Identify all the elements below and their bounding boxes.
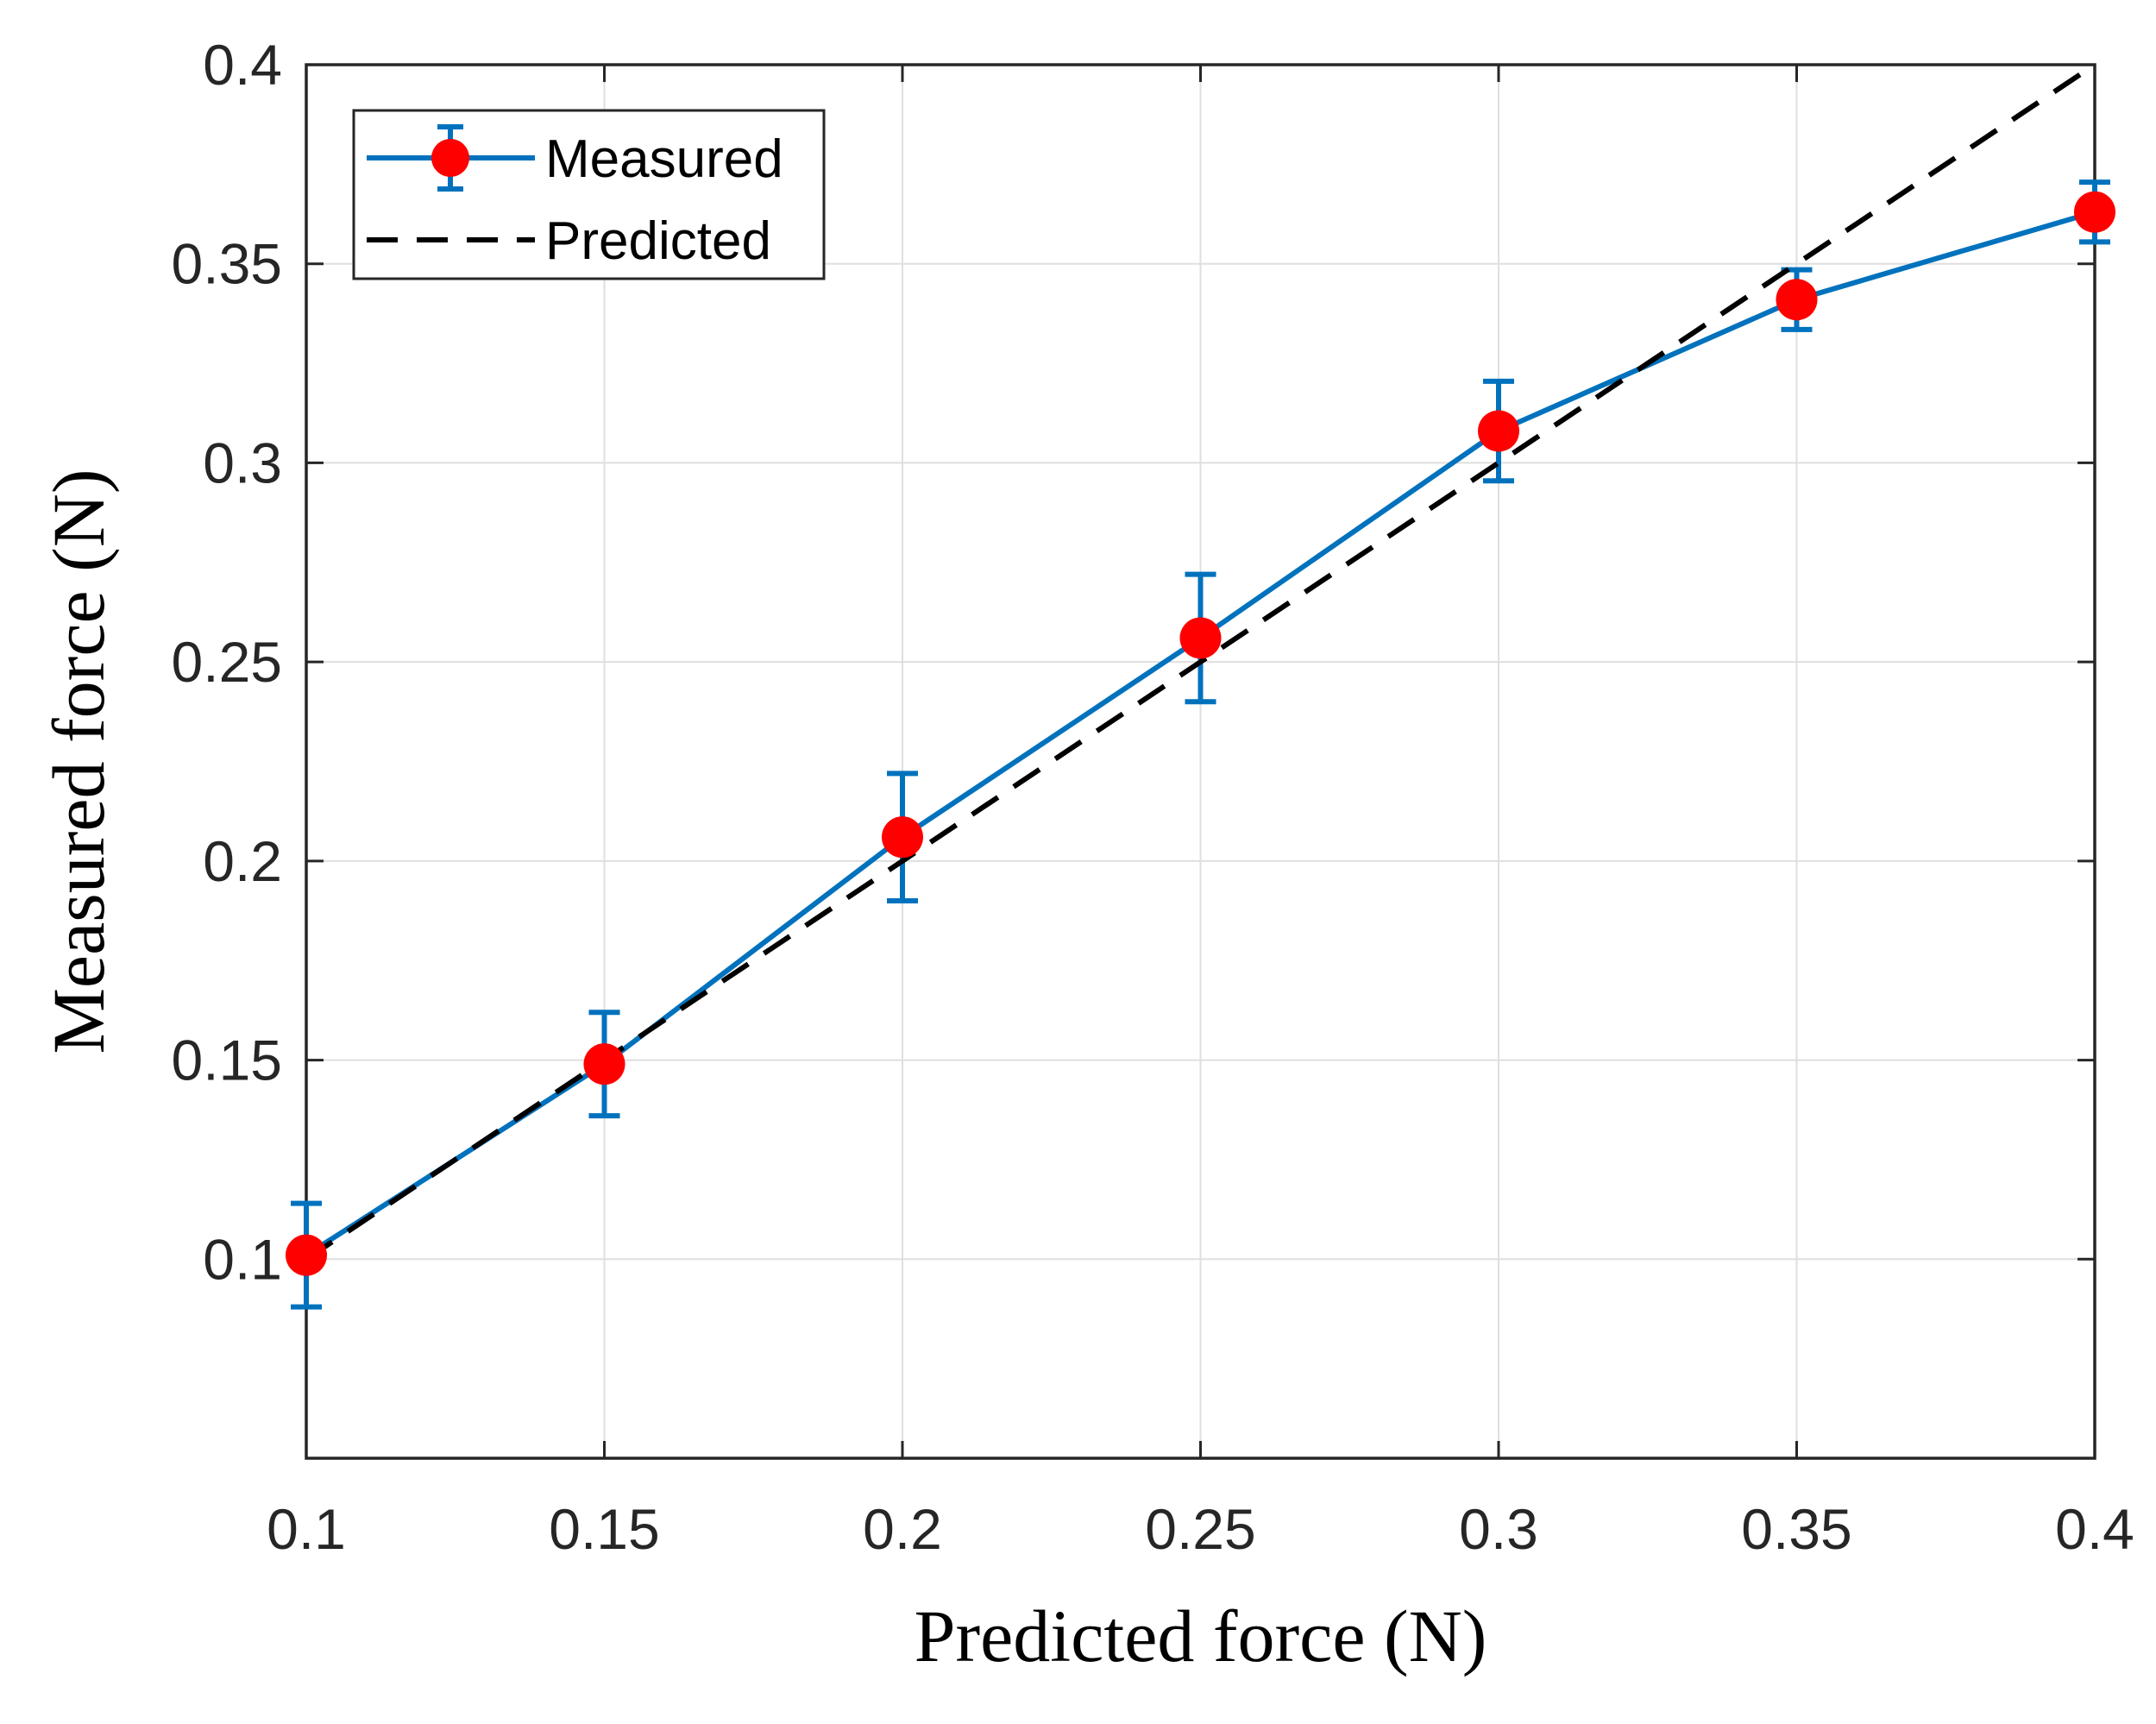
y-tick-label: 0.25 [172,630,282,694]
x-tick-label: 0.2 [863,1497,942,1561]
legend-predicted-label: Predicted [545,211,771,271]
y-tick-label: 0.3 [203,431,282,494]
measured-marker [286,1234,327,1276]
measured-marker [1478,410,1519,452]
x-tick-label: 0.15 [549,1497,659,1561]
y-tick-label: 0.15 [172,1029,282,1092]
y-axis-title: Measured force (N) [37,469,120,1054]
legend-box [352,109,826,280]
legend-measured-label: Measured [545,129,783,189]
y-tick-label: 0.1 [203,1227,282,1291]
legend-measured-marker [431,139,469,177]
measured-marker [583,1043,625,1085]
measured-marker [2074,191,2115,233]
measured-marker [1179,617,1222,659]
y-tick-label: 0.35 [172,232,282,296]
x-tick-label: 0.3 [1459,1497,1538,1561]
measured-marker [1776,279,1818,321]
x-axis-title: Predicted force (N) [915,1595,1487,1677]
y-tick-label: 0.4 [203,33,282,97]
x-tick-label: 0.25 [1145,1497,1255,1561]
plot-area: 0.1 0.15 0.2 0.25 0.3 0.35 0.4 0.1 0.15 0.2 0.25 0.… [37,33,2134,1677]
x-tick-label: 0.35 [1741,1497,1851,1561]
x-tick-label: 0.4 [2055,1497,2134,1561]
measured-marker [882,816,923,859]
y-tick-label: 0.2 [203,829,282,893]
x-tick-label: 0.1 [267,1497,346,1561]
